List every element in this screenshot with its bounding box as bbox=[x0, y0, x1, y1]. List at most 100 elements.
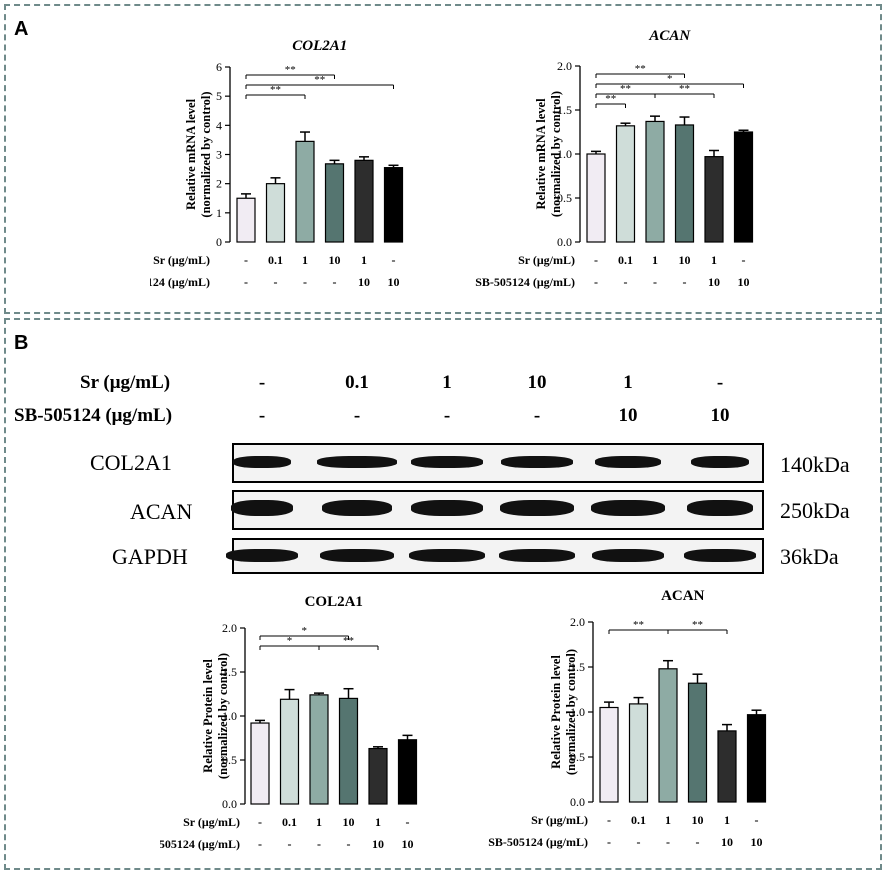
bar bbox=[383, 167, 404, 243]
y-tick-label: 2 bbox=[216, 177, 222, 191]
panel-a: A bbox=[4, 4, 882, 314]
chart-title: COL2A1 bbox=[292, 38, 347, 54]
y-tick-label: 2.0 bbox=[557, 59, 572, 73]
condition-value: - bbox=[317, 837, 321, 851]
significance-label: * bbox=[302, 625, 308, 637]
panel-a-letter: A bbox=[14, 18, 29, 40]
bar bbox=[250, 722, 270, 805]
panel-b-letter: B bbox=[14, 332, 29, 354]
y-tick-label: 0.5 bbox=[570, 750, 585, 764]
wb-condition-value: - bbox=[353, 405, 361, 426]
wb-band bbox=[591, 500, 665, 516]
condition-value: - bbox=[406, 815, 410, 829]
y-tick-label: 1.0 bbox=[570, 705, 585, 719]
bar bbox=[354, 159, 374, 243]
condition-value: - bbox=[624, 275, 628, 289]
y-axis-label: Relative mRNA level bbox=[534, 98, 548, 210]
condition-value: - bbox=[347, 837, 351, 851]
condition-value: 10 bbox=[708, 275, 720, 289]
condition-value: 0.1 bbox=[268, 253, 283, 267]
condition-value: - bbox=[742, 253, 746, 267]
bar bbox=[717, 730, 737, 803]
wb-band bbox=[226, 549, 298, 562]
wb-kda-gapdh: 36kDa bbox=[780, 544, 839, 569]
wb-sr-label: Sr (μg/mL) bbox=[80, 372, 171, 393]
y-tick-label: 2.0 bbox=[570, 615, 585, 629]
condition-value: - bbox=[392, 253, 396, 267]
condition-value: - bbox=[683, 275, 687, 289]
significance-label: ** bbox=[620, 83, 631, 95]
wb-condition-value: 10 bbox=[710, 405, 730, 426]
condition-value: - bbox=[594, 253, 598, 267]
condition-value: - bbox=[303, 275, 307, 289]
wb-blot-col2a1 bbox=[232, 443, 764, 483]
condition-row-label: Sr (μg/mL) bbox=[153, 253, 210, 267]
bar bbox=[687, 682, 708, 803]
y-tick-label: 1.5 bbox=[222, 665, 237, 679]
y-tick-label: 0.0 bbox=[570, 795, 585, 809]
bar bbox=[674, 124, 695, 243]
y-tick-label: 5 bbox=[216, 89, 222, 103]
wb-condition-value: 1 bbox=[623, 372, 633, 393]
condition-value: - bbox=[755, 813, 759, 827]
bar bbox=[733, 131, 754, 243]
condition-value: - bbox=[333, 275, 337, 289]
wb-band bbox=[592, 549, 664, 562]
condition-value: - bbox=[607, 813, 611, 827]
y-tick-label: 2.0 bbox=[222, 621, 237, 635]
wb-kda-acan: 250kDa bbox=[780, 498, 850, 523]
bar bbox=[324, 163, 345, 243]
bar bbox=[338, 697, 359, 805]
condition-value: 10 bbox=[329, 253, 341, 267]
y-tick-label: 6 bbox=[216, 60, 222, 74]
bar bbox=[309, 694, 329, 805]
significance-label: * bbox=[667, 73, 673, 85]
y-tick-label: 4 bbox=[216, 118, 222, 132]
condition-value: 10 bbox=[738, 275, 750, 289]
y-tick-label: 1.0 bbox=[557, 147, 572, 161]
significance-label: * bbox=[287, 635, 293, 647]
wb-band bbox=[411, 456, 483, 468]
bar bbox=[397, 739, 418, 805]
chart-title: ACAN bbox=[648, 28, 691, 44]
wb-condition-value: 1 bbox=[442, 372, 452, 393]
condition-value: 1 bbox=[652, 253, 658, 267]
wb-condition-value: 0.1 bbox=[345, 372, 369, 393]
condition-value: 10 bbox=[679, 253, 691, 267]
y-tick-label: 1.5 bbox=[557, 103, 572, 117]
wb-condition-value: - bbox=[258, 372, 266, 393]
wb-band bbox=[499, 549, 575, 562]
y-axis-label: (normalized by control) bbox=[549, 91, 563, 217]
significance-label: ** bbox=[270, 84, 281, 96]
chart-title: ACAN bbox=[661, 588, 704, 604]
condition-row-label: SB-505124 (μg/mL) bbox=[488, 835, 588, 849]
bar bbox=[236, 197, 256, 243]
condition-value: - bbox=[696, 835, 700, 849]
significance-label: ** bbox=[343, 635, 354, 647]
y-axis-label: Relative mRNA level bbox=[184, 98, 198, 210]
chart-acan-protein: ACAN 0.0 0.5 1.0 1.5 2.0 Relative Protein leve… bbox=[488, 588, 767, 849]
wb-band bbox=[409, 549, 485, 562]
condition-row-label: SB-505124 (μg/mL) bbox=[160, 837, 240, 851]
condition-value: - bbox=[653, 275, 657, 289]
y-tick-label: 0.0 bbox=[557, 235, 572, 249]
condition-value: - bbox=[244, 275, 248, 289]
wb-condition-value: - bbox=[716, 372, 724, 393]
condition-value: 10 bbox=[372, 837, 384, 851]
condition-row-label: SB-505124 (μg/mL) bbox=[475, 275, 575, 289]
wb-condition-value: 10 bbox=[618, 405, 638, 426]
wb-kda-col2a1: 140kDa bbox=[780, 452, 850, 477]
y-axis-label: Relative Protein level bbox=[549, 655, 563, 769]
wb-blot-acan bbox=[232, 490, 764, 530]
chart-col2a1-mrna: COL2A1 0 1 2 3 4 5 6 Relative mRNA level (normali… bbox=[150, 38, 404, 289]
wb-label-gapdh: GAPDH bbox=[112, 544, 188, 569]
bar bbox=[645, 120, 665, 243]
bar bbox=[746, 714, 767, 803]
condition-row-label: Sr (μg/mL) bbox=[518, 253, 575, 267]
bar bbox=[265, 183, 286, 243]
significance-label: ** bbox=[635, 63, 646, 75]
chart-acan-mrna: ACAN 0.0 0.5 1.0 1.5 2.0 Relative mRNA level (n… bbox=[475, 28, 754, 289]
condition-value: 10 bbox=[402, 837, 414, 851]
y-axis-label: (normalized by control) bbox=[216, 653, 230, 779]
significance-label: ** bbox=[314, 74, 325, 86]
